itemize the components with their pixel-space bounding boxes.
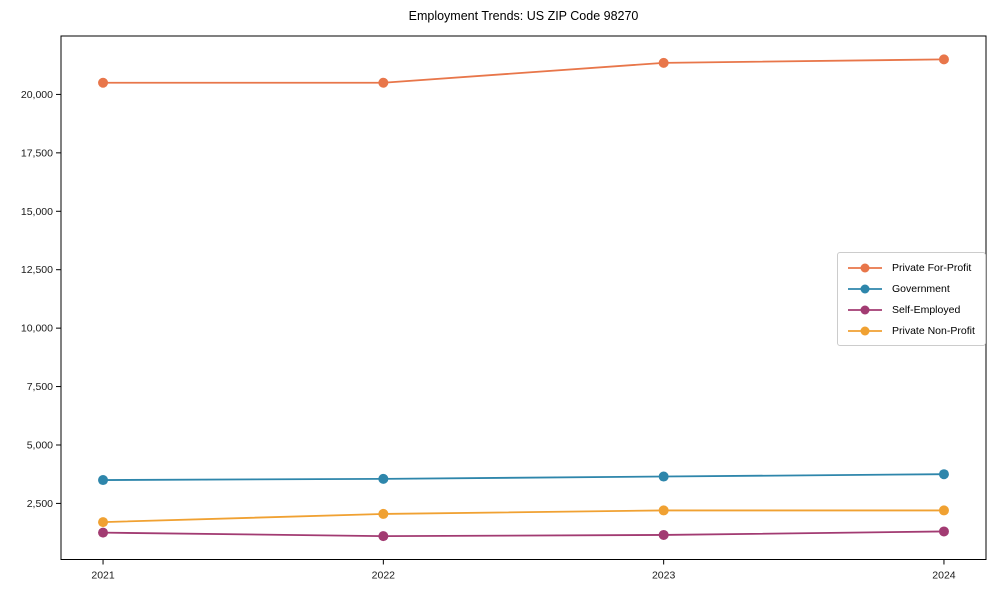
legend-item-private-non-profit: Private Non-Profit [838, 320, 985, 341]
series-line-self-employed [103, 530, 944, 538]
legend-item-self-employed: Self-Employed [838, 299, 985, 320]
data-point-private-for-profit-2022 [378, 77, 389, 88]
data-point-private-for-profit-2024 [938, 54, 949, 65]
data-point-self-employed-2021 [98, 527, 109, 538]
chart-title: Employment Trends: US ZIP Code 98270 [408, 9, 639, 23]
y-tick-label: 7,500 [27, 381, 53, 393]
legend-item-label: Private Non-Profit [892, 324, 975, 337]
data-point-private-for-profit-2021 [98, 77, 109, 88]
legend-marker-private-for-profit [848, 263, 882, 272]
x-tick-label: 2022 [372, 570, 396, 582]
y-tick-label: 10,000 [21, 323, 53, 335]
y-tick-label: 12,500 [21, 264, 53, 276]
legend-marker-private-non-profit [848, 326, 882, 335]
data-point-private-non-profit-2021 [98, 517, 109, 528]
x-tick-label: 2021 [91, 570, 115, 582]
data-point-private-for-profit-2023 [658, 57, 669, 68]
data-point-private-non-profit-2022 [378, 508, 389, 519]
legend-item-government: Government [838, 278, 985, 299]
legend-marker-self-employed [848, 305, 882, 314]
legend-item-label: Government [892, 282, 950, 295]
legend-item-label: Self-Employed [892, 303, 961, 316]
data-point-self-employed-2024 [938, 526, 949, 537]
data-point-government-2022 [378, 473, 389, 484]
y-tick-label: 2,500 [27, 498, 53, 510]
x-tick-label: 2024 [932, 570, 956, 582]
series-line-private-non-profit [103, 509, 944, 524]
legend-marker-government [848, 284, 882, 293]
data-point-government-2023 [658, 471, 669, 482]
plot-border [60, 35, 987, 560]
y-tick-label: 17,500 [21, 147, 53, 159]
data-point-government-2021 [98, 475, 109, 486]
legend-item-private-for-profit: Private For-Profit [838, 257, 985, 278]
y-tick-label: 15,000 [21, 206, 53, 218]
legend-item-label: Private For-Profit [892, 261, 972, 274]
data-point-self-employed-2022 [378, 531, 389, 542]
series-line-private-for-profit [103, 58, 944, 84]
data-point-private-non-profit-2023 [658, 505, 669, 516]
y-tick-label: 20,000 [21, 89, 53, 101]
legend: Private For-Profit Government Self-Employe… [837, 252, 986, 346]
x-tick-label: 2023 [652, 570, 676, 582]
data-point-private-non-profit-2024 [938, 505, 949, 516]
data-point-self-employed-2023 [658, 529, 669, 540]
y-tick-label: 5,000 [27, 439, 53, 451]
series-line-government [103, 473, 944, 481]
data-point-government-2024 [938, 469, 949, 480]
